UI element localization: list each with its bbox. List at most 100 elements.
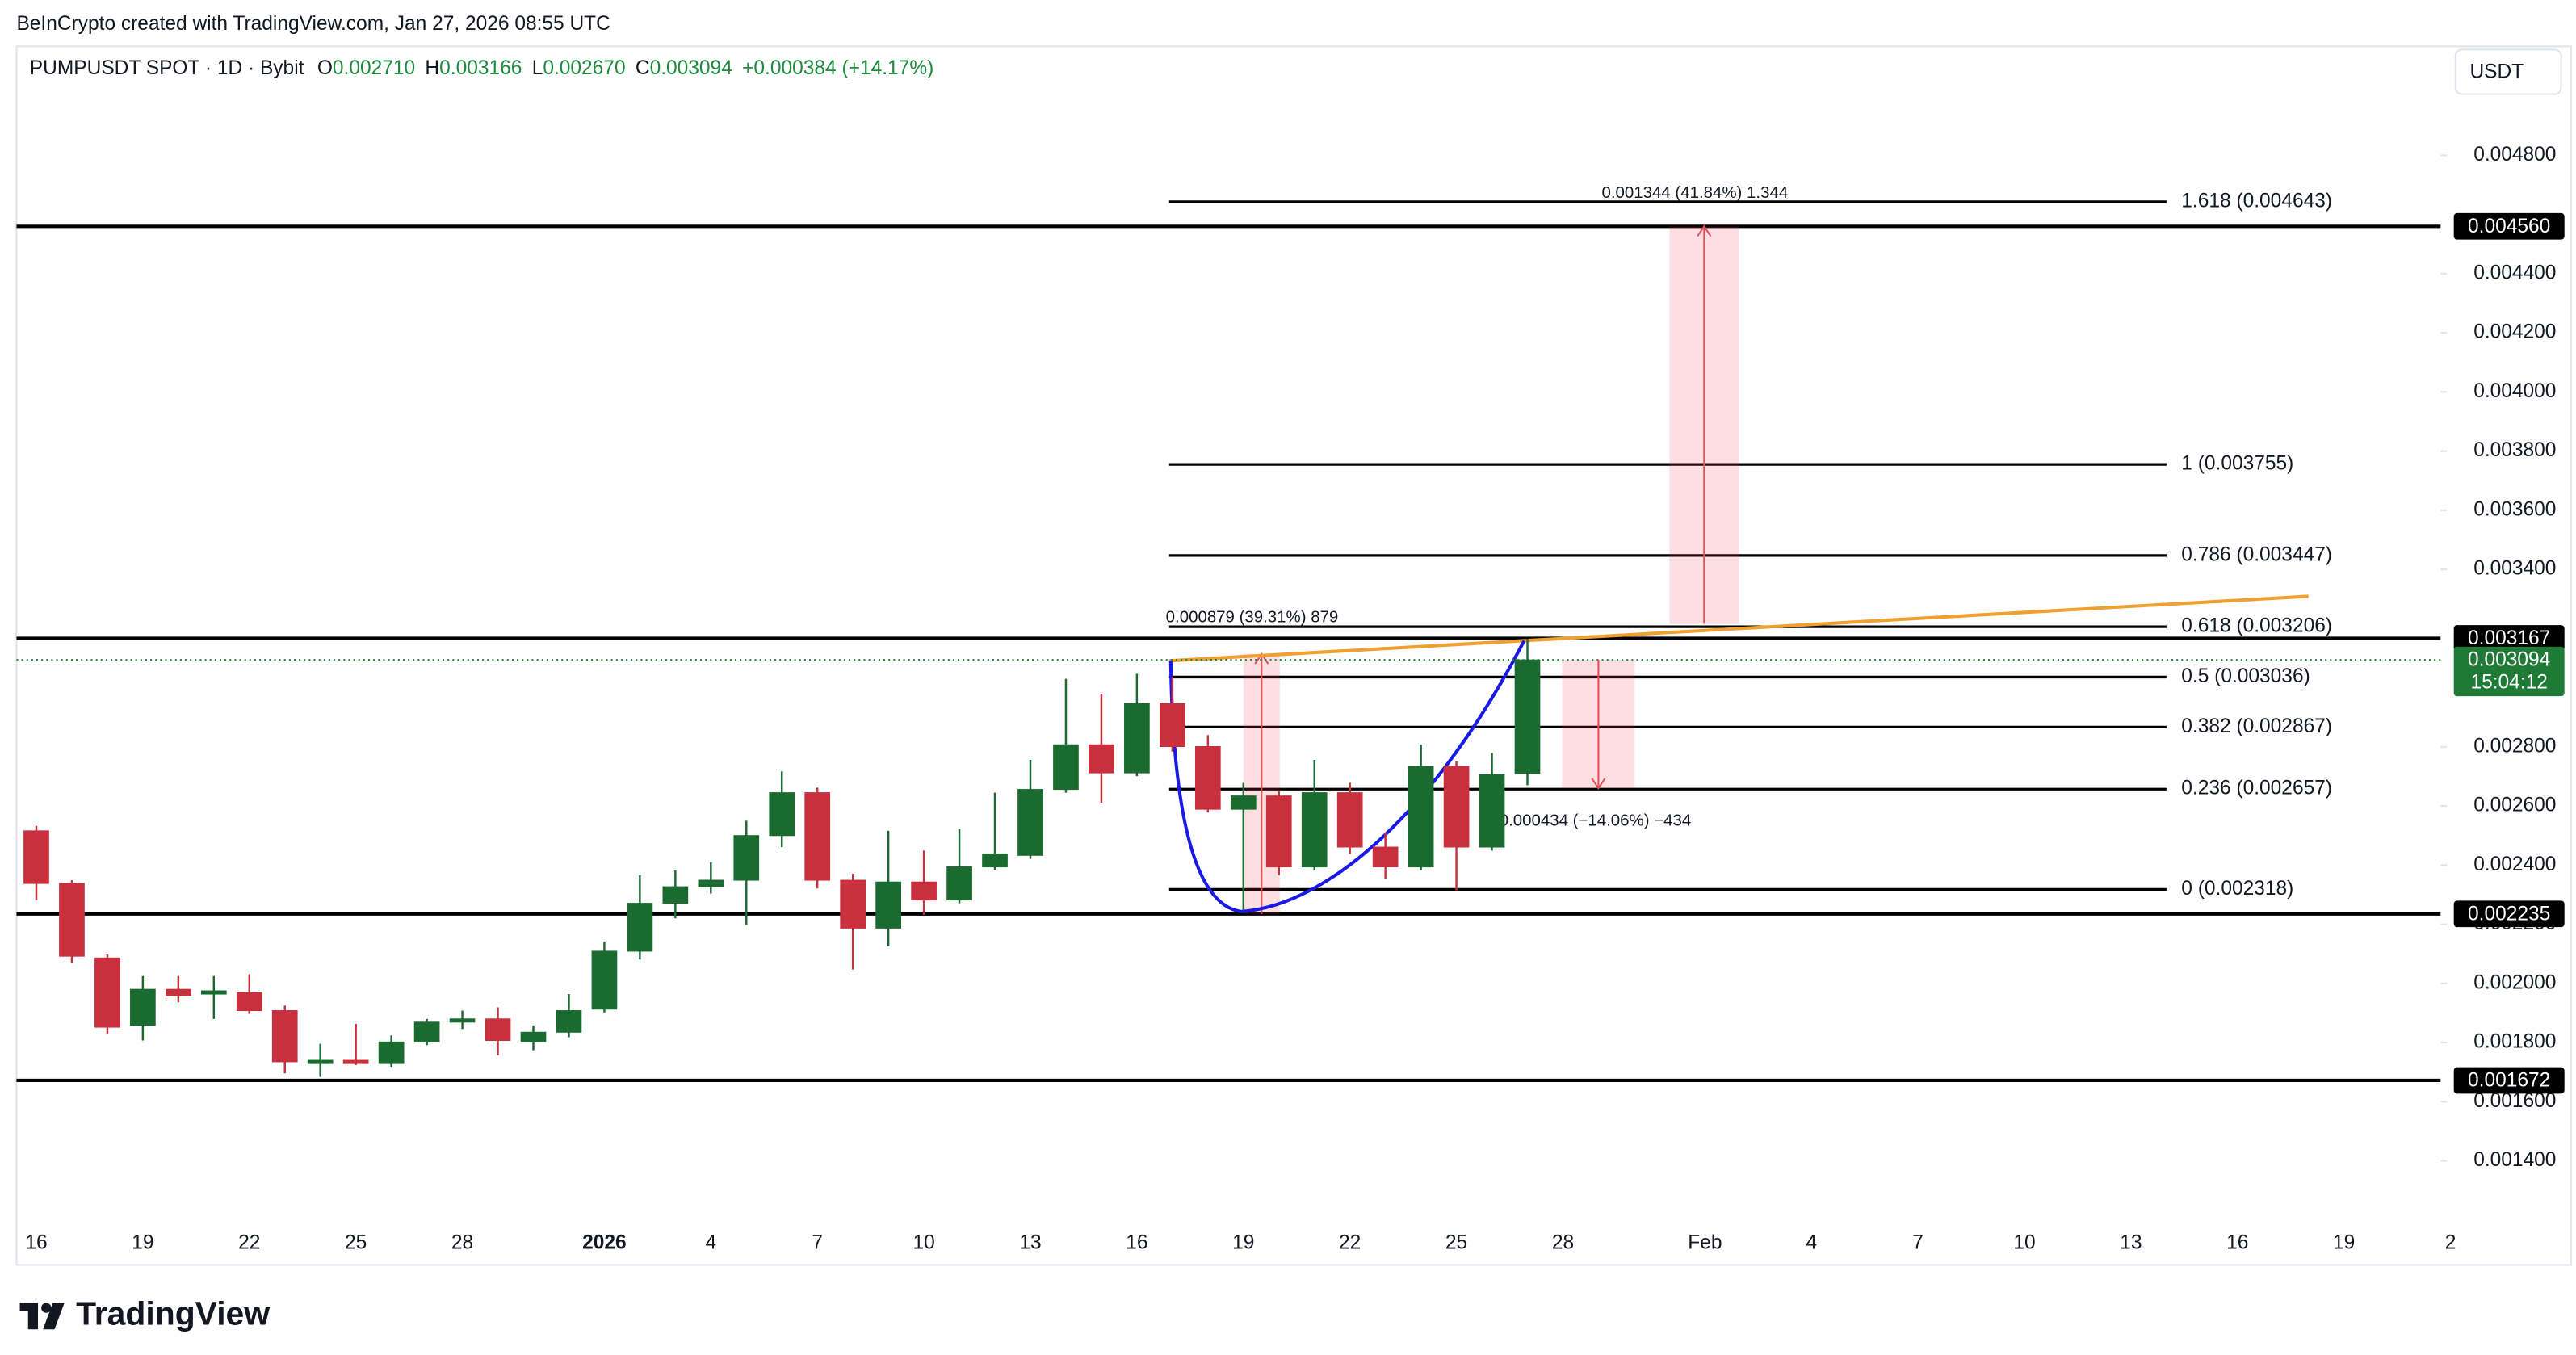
- x-tick-label: 13: [2120, 1231, 2142, 1253]
- measure-label: 0.000879 (39.31%) 879: [1166, 607, 1339, 626]
- candle-body: [1194, 745, 1221, 810]
- fib-label: 0.786 (0.003447): [2181, 543, 2332, 565]
- candle-body: [1124, 703, 1150, 774]
- candle-body: [1230, 795, 1257, 810]
- candle-body: [342, 1059, 369, 1064]
- y-tick-label: 0.004400: [2473, 262, 2556, 283]
- x-tick-label: 10: [913, 1231, 934, 1253]
- candle-body: [1265, 795, 1292, 868]
- countdown-label: 15:04:12: [2470, 671, 2547, 693]
- candle-body: [1443, 766, 1470, 848]
- plot-area: 0.004800 0.004400 0.004200 0.004000 0.003800…: [16, 144, 2565, 1253]
- currency-label[interactable]: USDT: [2469, 61, 2524, 83]
- x-tick-label: 4: [1806, 1231, 1817, 1253]
- y-tick-label: 0.002400: [2473, 854, 2556, 875]
- close-label: C: [636, 57, 650, 79]
- x-tick-label: 10: [2013, 1231, 2035, 1253]
- level-badge: [2453, 900, 2565, 928]
- candle-body: [662, 886, 689, 904]
- y-tick-label: 0.003400: [2473, 558, 2556, 580]
- measure-arrowhead: [1697, 224, 1712, 237]
- brand-name: TradingView: [76, 1295, 270, 1332]
- y-tick-label: 0.004800: [2473, 144, 2556, 166]
- x-tick-label: 2: [2445, 1231, 2456, 1253]
- last-price-badge: [2453, 646, 2565, 697]
- x-tick-label: 13: [1019, 1231, 1041, 1253]
- candle-body: [520, 1031, 547, 1042]
- candle-body: [840, 879, 866, 929]
- level-badge: [2453, 212, 2565, 240]
- candle-body: [1160, 703, 1185, 748]
- candle-body: [449, 1018, 476, 1023]
- candle-body: [59, 883, 85, 957]
- x-tick-label: Feb: [1688, 1231, 1722, 1253]
- candle-body: [130, 988, 156, 1026]
- x-tick-label: 4: [705, 1231, 716, 1253]
- candle-body: [1053, 744, 1079, 791]
- y-tick-label: 0.004000: [2473, 380, 2556, 402]
- candle-body: [733, 835, 760, 881]
- fib-label: 0 (0.002318): [2181, 878, 2293, 900]
- measure-label: 0.001344 (41.84%) 1.344: [1602, 183, 1789, 202]
- open-value: 0.002710: [333, 57, 415, 79]
- candle-body: [307, 1059, 334, 1064]
- x-tick-label: 28: [1552, 1231, 1574, 1253]
- x-tick-label: 19: [1232, 1231, 1254, 1253]
- candle-body: [627, 903, 653, 952]
- x-tick-label: 19: [2333, 1231, 2355, 1253]
- fib-label: 0.618 (0.003206): [2181, 615, 2332, 637]
- x-tick-label: 7: [812, 1231, 823, 1253]
- candle-body: [413, 1021, 440, 1042]
- candle-body: [591, 950, 618, 1010]
- candle-body: [236, 992, 262, 1012]
- candle-body: [982, 853, 1008, 868]
- y-tick-label: 0.003800: [2473, 439, 2556, 461]
- last-price-label: 0.003094: [2468, 649, 2550, 671]
- y-tick-label: 0.001400: [2473, 1149, 2556, 1171]
- x-tick-label: 7: [1912, 1231, 1924, 1253]
- level-badge-label: 0.001672: [2468, 1069, 2550, 1091]
- level-badge: [2453, 1067, 2565, 1094]
- x-tick-label: 28: [451, 1231, 473, 1253]
- x-tick-label: 22: [238, 1231, 260, 1253]
- attribution: BeInCrypto created with TradingView.com,…: [16, 13, 610, 35]
- high-label: H: [425, 57, 439, 79]
- x-tick-label: 16: [25, 1231, 47, 1253]
- candle-body: [1372, 846, 1399, 868]
- currency-button[interactable]: [2454, 48, 2562, 95]
- candle-body: [875, 881, 901, 929]
- x-tick-label: 16: [2226, 1231, 2248, 1253]
- measure-arrowhead: [1591, 778, 1606, 790]
- x-tick-label: 25: [345, 1231, 367, 1253]
- fib-label: 1.618 (0.004643): [2181, 190, 2332, 212]
- x-tick-label: 25: [1445, 1231, 1467, 1253]
- y-tick-label: 0.002000: [2473, 971, 2556, 993]
- fib-label: 0.236 (0.002657): [2181, 778, 2332, 799]
- x-tick-label: 2026: [582, 1231, 627, 1253]
- candle-body: [378, 1041, 405, 1064]
- logo-slash: [43, 1303, 65, 1330]
- low-label: L: [532, 57, 543, 79]
- low-value: 0.002670: [543, 57, 625, 79]
- fib-label: 0.382 (0.002867): [2181, 715, 2332, 737]
- measure-label: 0.000434 (−14.06%) −434: [1500, 811, 1691, 829]
- candle-body: [94, 957, 120, 1028]
- y-tick-label: 0.004200: [2473, 321, 2556, 343]
- close-value: 0.003094: [650, 57, 732, 79]
- high-value: 0.003166: [439, 57, 522, 79]
- cup-curve: [1168, 640, 1526, 913]
- logo-stem: [27, 1303, 39, 1330]
- fib-label: 0.5 (0.003036): [2181, 665, 2310, 687]
- x-tick-label: 19: [132, 1231, 153, 1253]
- x-tick-label: 22: [1339, 1231, 1361, 1253]
- candle-body: [1017, 789, 1043, 856]
- y-tick-label: 0.002600: [2473, 795, 2556, 816]
- candle-body: [1301, 792, 1328, 868]
- candle-body: [271, 1010, 298, 1063]
- level-badge-label: 0.004560: [2468, 216, 2550, 237]
- symbol: PUMPUSDT SPOT · 1D · Bybit: [30, 57, 304, 79]
- chart-frame: [15, 45, 2572, 1266]
- candle-body: [1336, 792, 1363, 848]
- level-badge: [2453, 625, 2565, 652]
